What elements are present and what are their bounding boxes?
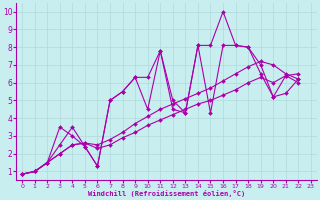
X-axis label: Windchill (Refroidissement éolien,°C): Windchill (Refroidissement éolien,°C) — [88, 190, 245, 197]
